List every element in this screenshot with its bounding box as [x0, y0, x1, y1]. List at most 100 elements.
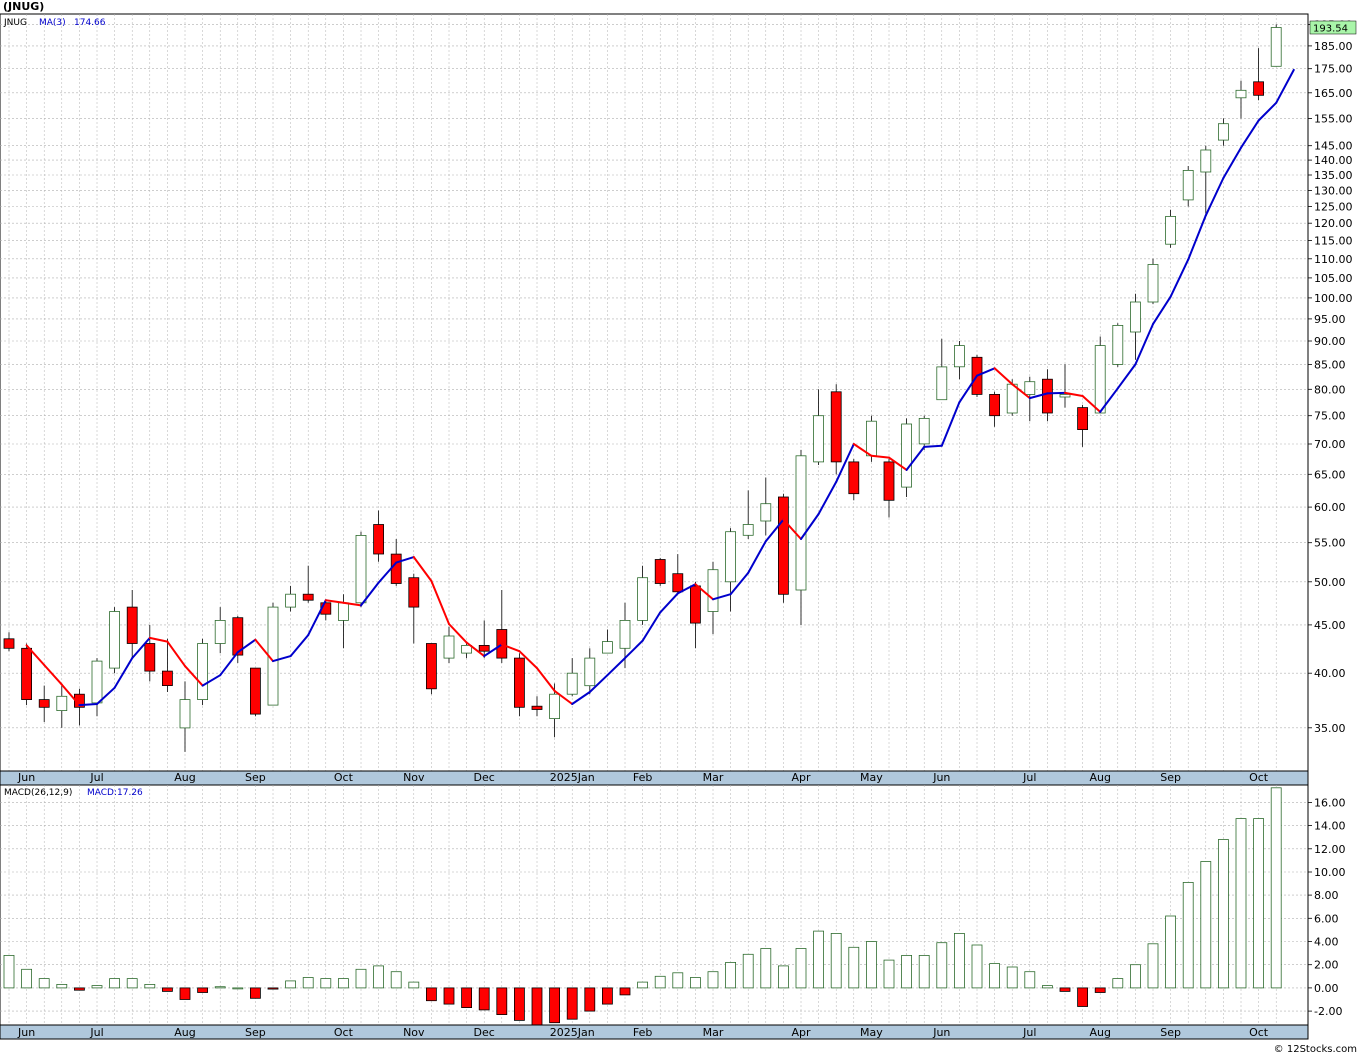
- chart-title: (JNUG): [3, 0, 44, 13]
- candle-down: [425, 643, 437, 695]
- ma3-segment: [1257, 101, 1278, 122]
- candle-body: [285, 593, 297, 608]
- ma3-segment: [131, 636, 151, 660]
- macd-bar-positive: [989, 963, 1000, 989]
- candle-up: [109, 607, 120, 674]
- candlestick-series: [3, 24, 1282, 752]
- ma3-segment: [219, 651, 239, 677]
- candle-body: [954, 345, 965, 368]
- macd-plot-frame: [0, 784, 1309, 1026]
- last-price-marker: 193.54: [1309, 20, 1357, 35]
- macd-bar-positive: [830, 933, 842, 989]
- candle-body: [1200, 149, 1212, 173]
- price-tick-label: 65.00: [1314, 468, 1346, 481]
- ma3-segment: [448, 623, 468, 644]
- macd-histogram: [3, 787, 1282, 1026]
- candle-body: [161, 670, 173, 686]
- candle-body: [813, 415, 824, 463]
- date-label-bottom: Jul: [89, 1026, 103, 1039]
- macd-bar-positive: [637, 981, 648, 989]
- ma3-segment: [940, 401, 961, 447]
- macd-bar-positive: [1270, 787, 1282, 989]
- macd-bar-positive: [1006, 966, 1018, 989]
- macd-bar-positive: [954, 933, 965, 989]
- price-tick-label: 90.00: [1314, 335, 1346, 348]
- price-tick-label: 110.00: [1314, 253, 1353, 266]
- legend-ma-label: MA(3): [39, 18, 66, 28]
- candle-body: [1006, 383, 1018, 414]
- candle-body: [21, 647, 33, 700]
- candle-up: [214, 607, 226, 654]
- date-label-bottom: Nov: [403, 1026, 425, 1039]
- legend-ma-value: 174.66: [74, 18, 106, 28]
- candle-body: [425, 643, 437, 690]
- date-label: Aug: [1089, 771, 1110, 784]
- macd-bar-positive: [742, 953, 754, 989]
- date-axis-labels: Jun Jul Aug Sep Oct Nov Dec 2025Jan Feb Mar Apr May…: [17, 771, 1269, 784]
- macd-bar-positive: [302, 977, 314, 989]
- price-tick-label: 45.00: [1314, 619, 1346, 632]
- macd-bar-positive: [1253, 818, 1264, 989]
- candle-up: [1165, 209, 1176, 248]
- macd-bar-positive: [1235, 818, 1247, 989]
- date-label-bottom: Oct: [334, 1026, 354, 1039]
- ma3-segment: [236, 638, 257, 654]
- candle-body: [478, 645, 490, 652]
- candle-body: [883, 461, 895, 501]
- macd-bar-positive: [866, 941, 877, 989]
- candle-body: [1165, 215, 1176, 245]
- macd-bar-positive: [3, 955, 15, 989]
- candle-body: [1218, 123, 1229, 141]
- macd-bar-positive: [109, 978, 120, 989]
- date-label-bottom: Sep: [1160, 1026, 1181, 1039]
- price-tick-label: 125.00: [1314, 201, 1353, 214]
- candle-up: [1112, 323, 1124, 367]
- macd-tick-label: 10.00: [1314, 866, 1346, 879]
- candle-body: [461, 645, 473, 654]
- macd-bar-negative: [74, 987, 85, 991]
- macd-tick-label: 14.00: [1314, 820, 1346, 833]
- macd-bar-positive: [214, 986, 226, 989]
- ma3-segment: [553, 689, 574, 705]
- price-tick-label: 50.00: [1314, 576, 1346, 589]
- candle-up: [1200, 145, 1212, 217]
- candle-body: [302, 593, 314, 601]
- macd-legend-value: MACD:17.26: [87, 788, 143, 798]
- candle-up: [760, 477, 772, 536]
- candle-down: [38, 685, 50, 722]
- macd-bar-positive: [1042, 985, 1053, 989]
- date-label: Dec: [474, 771, 495, 784]
- date-label: Jul: [89, 771, 103, 784]
- ma3-segment: [342, 601, 362, 607]
- date-axis-band-bottom: [0, 1024, 1309, 1040]
- candle-body: [619, 620, 631, 649]
- candle-body: [126, 606, 138, 644]
- ma3-segment: [800, 513, 820, 540]
- ma3-segment: [729, 571, 750, 596]
- macd-bar-positive: [1182, 882, 1194, 989]
- macd-bar-positive: [725, 962, 736, 989]
- ma3-segment: [747, 540, 767, 574]
- candle-down: [126, 590, 138, 659]
- candle-body: [848, 461, 860, 495]
- candle-body: [3, 638, 15, 649]
- macd-bar-positive: [795, 948, 807, 989]
- candle-body: [179, 699, 191, 729]
- macd-bar-negative: [267, 987, 279, 990]
- candle-down: [514, 653, 525, 717]
- macd-bar-positive: [21, 968, 33, 989]
- candle-body: [1147, 264, 1159, 303]
- candle-body: [742, 524, 754, 536]
- macd-bar-positive: [1147, 943, 1159, 989]
- candle-body: [197, 643, 209, 700]
- ma3-segment: [483, 643, 503, 658]
- macd-bar-negative: [1077, 987, 1088, 1007]
- macd-bar-negative: [531, 987, 543, 1026]
- candle-up: [901, 418, 912, 497]
- candle-body: [901, 423, 912, 488]
- candle-up: [1130, 293, 1141, 360]
- macd-legend-label: MACD(26,12,9): [4, 788, 72, 798]
- candle-body: [918, 417, 930, 445]
- macd-bar-negative: [461, 987, 473, 1009]
- ma3-segment: [1204, 177, 1225, 217]
